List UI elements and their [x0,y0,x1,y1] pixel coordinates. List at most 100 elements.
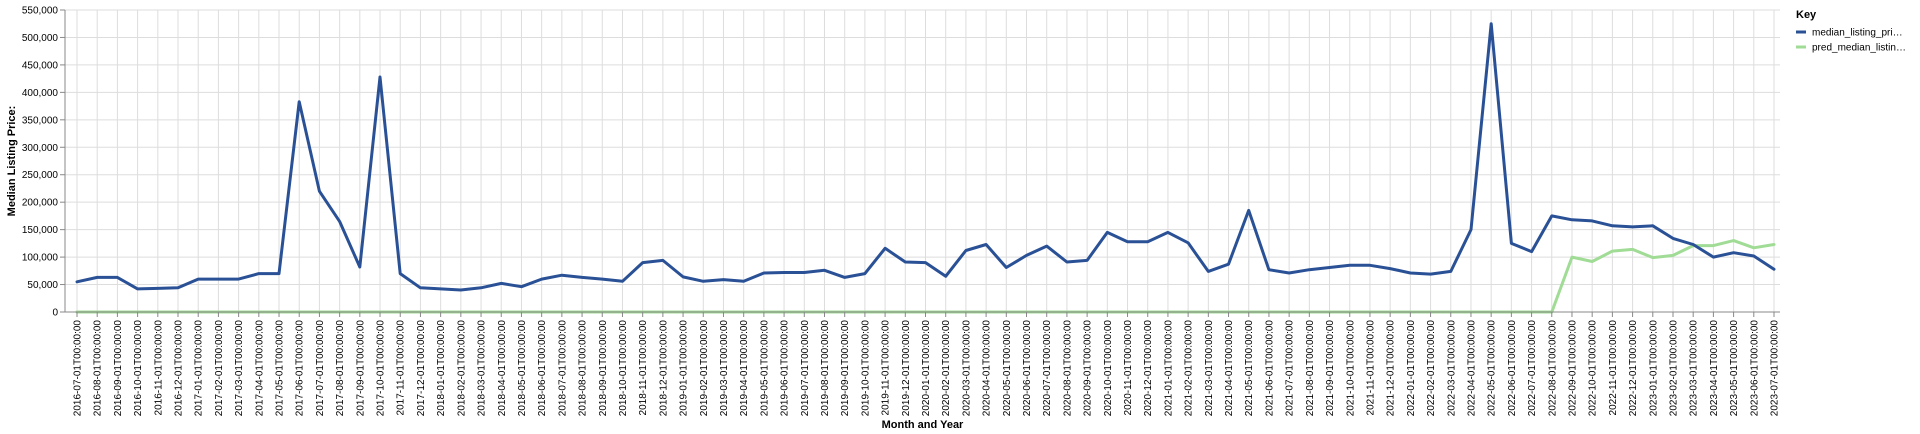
x-tick-label: 2018-04-01T00:00:00 [497,320,508,417]
x-tick-label: 2019-05-01T00:00:00 [759,320,770,417]
x-tick-label: 2023-02-01T00:00:00 [1668,320,1679,417]
y-tick-label: 300,000 [22,143,59,154]
y-tick-label: 500,000 [22,33,59,44]
x-tick-label: 2018-02-01T00:00:00 [456,320,467,417]
x-tick-label: 2020-06-01T00:00:00 [1022,320,1033,417]
x-tick-label: 2016-09-01T00:00:00 [113,320,124,417]
x-tick-label: 2021-07-01T00:00:00 [1285,320,1296,417]
x-tick-label: 2016-12-01T00:00:00 [174,320,185,417]
y-axis-title: Median Listing Price: [6,106,18,217]
x-tick-label: 2023-04-01T00:00:00 [1709,320,1720,417]
x-tick-label: 2019-11-01T00:00:00 [881,320,892,416]
y-tick-label: 400,000 [22,88,59,99]
y-tick-label: 0 [52,308,58,319]
x-tick-label: 2022-05-01T00:00:00 [1487,320,1498,417]
x-tick-label: 2023-01-01T00:00:00 [1648,320,1659,417]
x-tick-label: 2017-04-01T00:00:00 [254,320,265,417]
x-tick-label: 2021-11-01T00:00:00 [1365,320,1376,416]
series-line-0 [75,22,1776,292]
x-tick-label: 2019-02-01T00:00:00 [699,320,710,417]
x-tick-label: 2018-11-01T00:00:00 [638,320,649,416]
x-tick-label: 2020-03-01T00:00:00 [961,320,972,417]
y-tick-label: 250,000 [22,170,59,181]
x-tick-label: 2018-06-01T00:00:00 [537,320,548,417]
x-tick-label: 2023-06-01T00:00:00 [1749,320,1760,417]
x-tick-label: 2019-10-01T00:00:00 [860,320,871,417]
x-tick-label: 2017-11-01T00:00:00 [396,320,407,416]
x-tick-label: 2021-12-01T00:00:00 [1386,320,1397,417]
x-tick-label: 2017-08-01T00:00:00 [335,320,346,417]
x-tick-label: 2019-04-01T00:00:00 [739,320,750,417]
x-tick-label: 2021-08-01T00:00:00 [1305,320,1316,417]
x-tick-label: 2017-09-01T00:00:00 [355,320,366,417]
x-tick-label: 2017-03-01T00:00:00 [234,320,245,417]
x-tick-label: 2018-07-01T00:00:00 [557,320,568,417]
x-tick-label: 2017-06-01T00:00:00 [295,320,306,417]
x-tick-label: 2021-01-01T00:00:00 [1163,320,1174,417]
x-tick-label: 2017-05-01T00:00:00 [275,320,286,417]
x-tick-label: 2023-05-01T00:00:00 [1729,320,1740,417]
x-tick-label: 2019-09-01T00:00:00 [840,320,851,417]
x-tick-label: 2017-02-01T00:00:00 [214,320,225,417]
x-tick-label: 2022-02-01T00:00:00 [1426,320,1437,417]
x-tick-label: 2016-08-01T00:00:00 [93,320,104,417]
x-tick-label: 2022-07-01T00:00:00 [1527,320,1538,417]
grid-lines [65,9,1780,313]
x-tick-label: 2020-05-01T00:00:00 [1002,320,1013,417]
y-tick-label: 200,000 [22,198,59,209]
x-tick-label: 2022-09-01T00:00:00 [1567,320,1578,417]
x-tick-label: 2021-04-01T00:00:00 [1224,320,1235,417]
y-tick-label: 350,000 [22,115,59,126]
x-tick-label: 2022-01-01T00:00:00 [1406,320,1417,417]
y-tick-label: 450,000 [22,60,59,71]
x-tick-label: 2022-10-01T00:00:00 [1588,320,1599,417]
x-tick-label: 2022-03-01T00:00:00 [1446,320,1457,417]
axes: 0 50,000 100,000 150,000 200,000 250,000 300,0… [22,6,1781,417]
x-tick-label: 2019-12-01T00:00:00 [901,320,912,417]
y-tick-label: 150,000 [22,225,59,236]
y-tick-label: 550,000 [22,6,59,17]
x-tick-label: 2017-10-01T00:00:00 [376,320,387,417]
x-axis-title: Month and Year [882,419,964,431]
x-tick-label: 2021-05-01T00:00:00 [1244,320,1255,417]
x-tick-label: 2018-03-01T00:00:00 [477,320,488,417]
x-tick-label: 2019-07-01T00:00:00 [800,320,811,417]
x-tick-label: 2022-04-01T00:00:00 [1466,320,1477,417]
x-tick-label: 2020-10-01T00:00:00 [1103,320,1114,417]
x-tick-label: 2022-12-01T00:00:00 [1628,320,1639,417]
legend: Key median_listing_pri… pred_median_list… [1796,9,1906,54]
x-tick-label: 2018-10-01T00:00:00 [618,320,629,417]
x-tick-label: 2019-03-01T00:00:00 [719,320,730,417]
x-tick-label: 2017-01-01T00:00:00 [194,320,205,417]
x-tick-label: 2018-01-01T00:00:00 [436,320,447,417]
x-tick-label: 2019-08-01T00:00:00 [820,320,831,417]
x-tick-label: 2023-07-01T00:00:00 [1770,320,1781,417]
x-tick-label: 2020-11-01T00:00:00 [1123,320,1134,416]
x-tick-label: 2020-09-01T00:00:00 [1083,320,1094,417]
legend-label-median-listing-price: median_listing_pri… [1812,28,1903,39]
x-tick-label: 2022-08-01T00:00:00 [1547,320,1558,417]
x-tick-label: 2023-03-01T00:00:00 [1689,320,1700,417]
x-tick-label: 2019-01-01T00:00:00 [679,320,690,417]
x-tick-label: 2021-03-01T00:00:00 [1204,320,1215,417]
x-tick-label: 2017-07-01T00:00:00 [315,320,326,417]
legend-label-pred-median-listing-price: pred_median_listin… [1812,43,1906,54]
x-tick-label: 2018-05-01T00:00:00 [517,320,528,417]
y-tick-label: 100,000 [22,253,59,264]
x-tick-label: 2018-09-01T00:00:00 [598,320,609,417]
x-tick-label: 2021-09-01T00:00:00 [1325,320,1336,417]
x-tick-label: 2020-02-01T00:00:00 [941,320,952,417]
x-tick-label: 2016-07-01T00:00:00 [73,320,84,417]
x-tick-label: 2020-07-01T00:00:00 [1042,320,1053,417]
legend-title: Key [1796,9,1817,21]
x-tick-label: 2020-08-01T00:00:00 [1062,320,1073,417]
x-tick-label: 2022-11-01T00:00:00 [1608,320,1619,416]
x-tick-label: 2020-04-01T00:00:00 [982,320,993,417]
x-tick-label: 2016-11-01T00:00:00 [153,320,164,416]
x-tick-label: 2016-10-01T00:00:00 [133,320,144,417]
x-tick-label: 2018-12-01T00:00:00 [658,320,669,417]
x-tick-label: 2022-06-01T00:00:00 [1507,320,1518,417]
x-tick-label: 2020-12-01T00:00:00 [1143,320,1154,417]
